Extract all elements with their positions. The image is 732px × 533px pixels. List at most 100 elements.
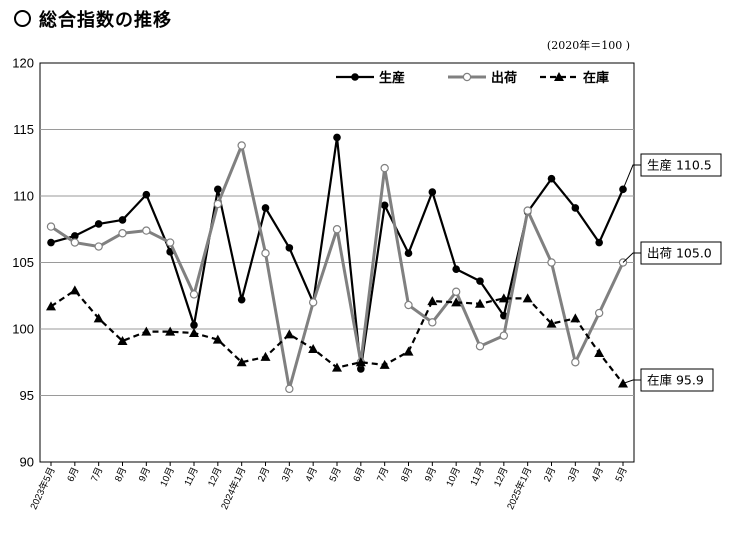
data-point (475, 298, 485, 308)
data-point (332, 362, 342, 372)
data-point (428, 318, 437, 327)
data-point (284, 329, 295, 339)
data-point (428, 188, 437, 196)
data-point (500, 311, 508, 320)
data-point (94, 220, 103, 228)
base-year-note: (2020年＝100 ) (546, 39, 630, 52)
data-point (93, 313, 104, 323)
callout-leader (622, 252, 641, 263)
data-point (427, 296, 438, 306)
data-point (357, 365, 365, 373)
callout-leader (622, 164, 641, 190)
data-point (475, 342, 485, 351)
x-tick-label: 2月 (542, 466, 558, 484)
x-tick-label: 8月 (113, 466, 129, 484)
data-point (547, 174, 556, 183)
data-point (522, 293, 533, 303)
x-tick-label: 7月 (89, 466, 105, 484)
x-tick-label: 5月 (327, 466, 343, 484)
x-tick-label: 12月 (492, 466, 510, 489)
data-point (189, 290, 199, 299)
data-point (498, 293, 509, 303)
chart-title: 総合指数の推移 (14, 6, 172, 32)
data-point (118, 216, 127, 224)
x-tick-label: 10月 (158, 466, 176, 489)
data-point (46, 222, 56, 231)
x-tick-label: 2月 (256, 466, 272, 484)
data-point (403, 346, 414, 356)
chart-title-text: 総合指数の推移 (39, 10, 172, 31)
data-point (404, 249, 413, 257)
data-point (165, 326, 176, 336)
x-tick-label: 5月 (613, 466, 629, 484)
callout-label: 出荷 105.0 (647, 246, 712, 261)
data-point (47, 238, 55, 247)
callout-box (640, 241, 722, 265)
data-point (594, 308, 604, 318)
data-point (71, 232, 79, 240)
legend-label: 在庫 (583, 70, 609, 86)
data-point (70, 238, 80, 247)
data-point (476, 277, 484, 285)
data-point (285, 384, 294, 394)
x-tick-label: 11月 (183, 466, 201, 488)
legend-marker (554, 72, 564, 81)
data-point (571, 358, 580, 367)
y-tick-label: 120 (12, 56, 34, 71)
data-point (547, 258, 556, 267)
data-point (285, 244, 294, 252)
x-tick-label: 7月 (375, 466, 391, 484)
x-tick-label: 10月 (444, 466, 462, 489)
data-point (571, 204, 580, 212)
data-point (141, 326, 152, 336)
data-point (189, 327, 199, 337)
data-point (190, 321, 198, 329)
y-tick-label: 110 (13, 189, 34, 204)
data-point (333, 133, 341, 142)
callout-label: 在庫 95.9 (647, 373, 704, 388)
data-point (308, 298, 318, 307)
data-point (499, 331, 509, 340)
data-point (237, 295, 246, 304)
callout-box (640, 153, 722, 177)
data-point (261, 204, 270, 212)
data-point (452, 265, 460, 273)
y-tick-label: 90 (20, 455, 34, 470)
data-point (595, 238, 603, 247)
data-point (261, 248, 270, 258)
x-tick-label: 8月 (399, 466, 415, 484)
data-point (546, 318, 557, 328)
x-tick-label: 12月 (206, 466, 224, 489)
data-point (379, 359, 390, 369)
x-tick-label: 6月 (351, 466, 367, 484)
data-point (570, 313, 581, 323)
data-point (332, 225, 342, 234)
callout-label: 生産 110.5 (647, 158, 712, 173)
legend-marker (462, 72, 472, 82)
data-point (118, 229, 127, 238)
data-point (213, 199, 223, 209)
data-point (523, 206, 532, 215)
callout-leader (622, 379, 641, 385)
data-point (46, 301, 56, 311)
legend-label: 出荷 (491, 70, 517, 86)
data-point (380, 163, 389, 173)
data-point (165, 238, 175, 247)
legend-label: 生産 (379, 70, 405, 86)
y-tick-label: 105 (12, 255, 34, 270)
x-tick-label: 3月 (566, 466, 582, 484)
x-tick-label: 3月 (280, 466, 296, 484)
x-tick-label: 2023年5月 (28, 465, 58, 511)
data-point (451, 297, 462, 307)
data-point (117, 335, 128, 345)
data-point (308, 343, 319, 353)
x-tick-label: 6月 (65, 466, 81, 484)
callout-box (640, 368, 714, 392)
data-point (214, 185, 222, 194)
data-point (69, 285, 80, 295)
y-tick-label: 100 (12, 322, 34, 337)
x-tick-label: 11月 (469, 466, 487, 488)
data-point (404, 300, 413, 310)
legend-marker (351, 73, 359, 81)
